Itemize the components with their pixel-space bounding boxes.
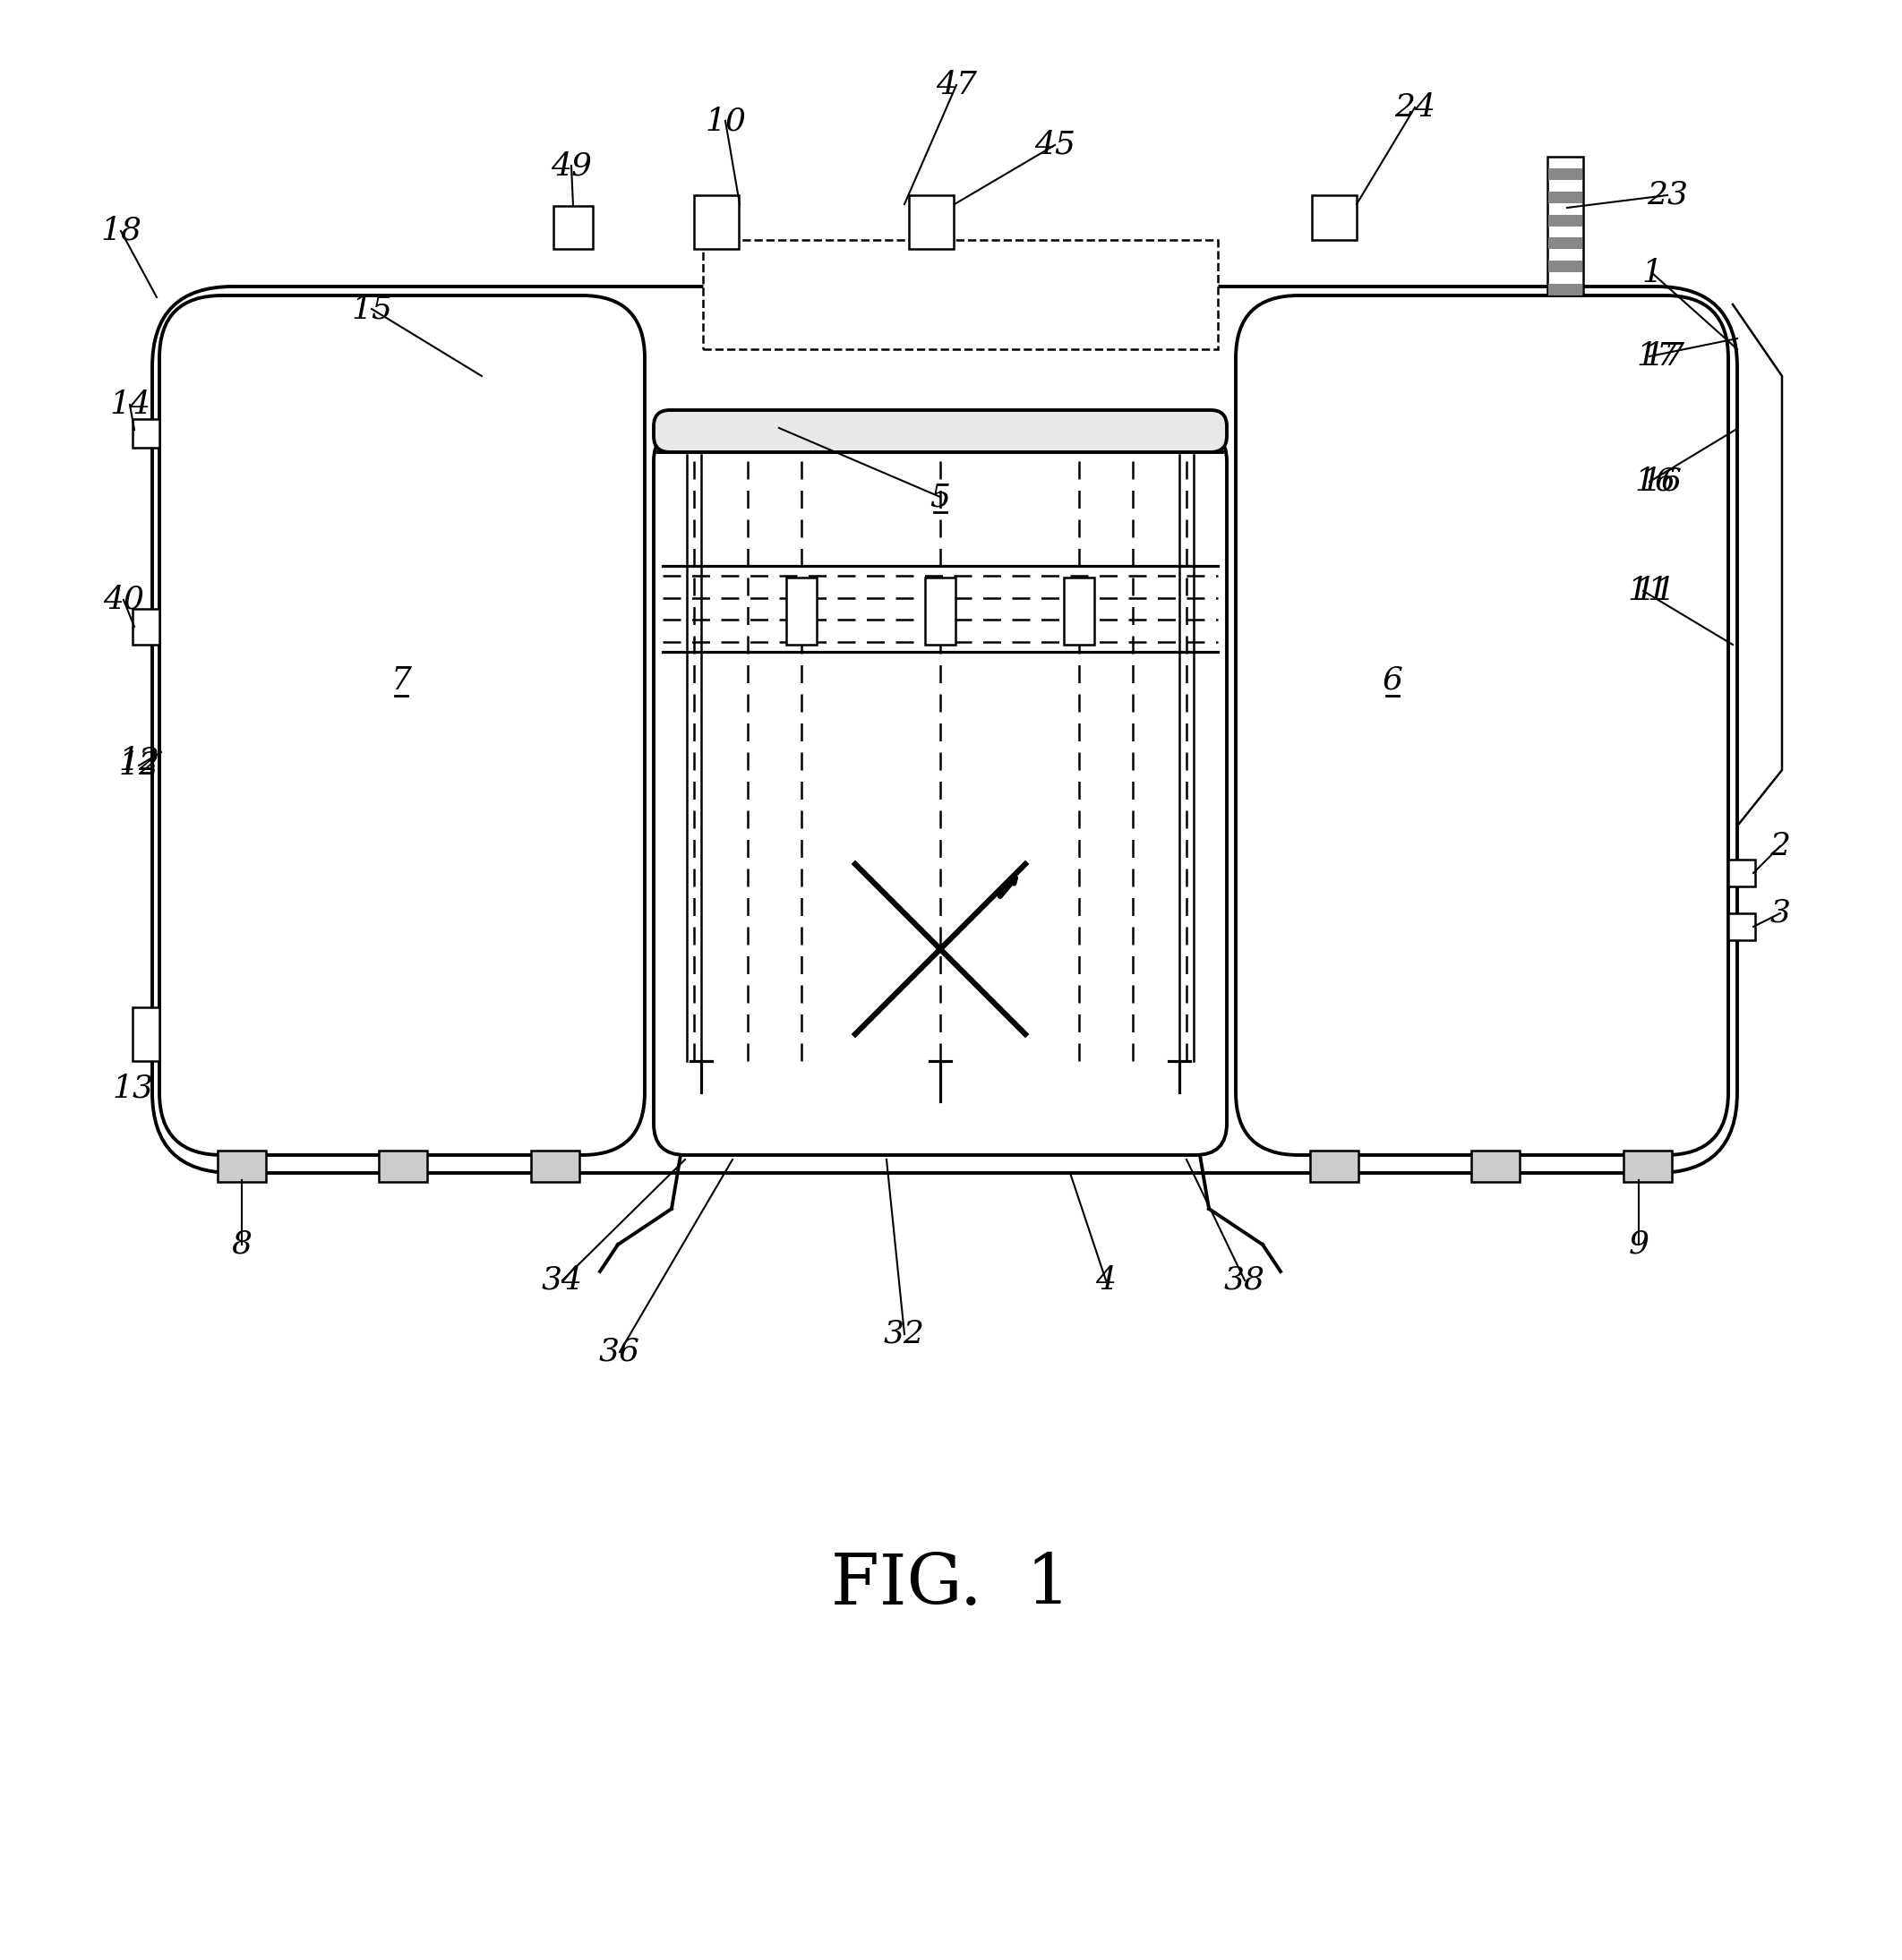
Bar (786, 578, 816, 645)
Text: FIG.  1: FIG. 1 (831, 1550, 1071, 1619)
Bar (1548, 214, 1582, 225)
Bar (1624, 1151, 1672, 1182)
Text: 18: 18 (101, 216, 141, 247)
Bar (378, 1151, 428, 1182)
Bar (1063, 578, 1094, 645)
Bar (133, 1007, 160, 1060)
Text: 11: 11 (1626, 576, 1668, 606)
Bar (217, 1151, 266, 1182)
Bar (133, 419, 160, 447)
Bar (1472, 1151, 1520, 1182)
Text: 23: 23 (1647, 180, 1687, 210)
Bar (1310, 1151, 1358, 1182)
FancyBboxPatch shape (152, 286, 1737, 1172)
Bar (1548, 237, 1582, 249)
FancyBboxPatch shape (160, 296, 645, 1154)
Text: 14: 14 (108, 390, 150, 419)
Text: 7: 7 (392, 664, 411, 696)
Text: 11: 11 (1634, 576, 1676, 606)
Text: 32: 32 (884, 1319, 924, 1348)
Text: 17: 17 (1643, 341, 1685, 372)
Bar (924, 578, 955, 645)
Text: 47: 47 (936, 71, 978, 100)
Text: 34: 34 (542, 1266, 582, 1296)
Bar (1729, 860, 1756, 886)
Text: 3: 3 (1771, 898, 1790, 929)
Text: 24: 24 (1394, 92, 1436, 123)
Bar (1729, 913, 1756, 941)
Text: 38: 38 (1225, 1266, 1265, 1296)
Bar (133, 610, 160, 645)
Bar (1548, 157, 1582, 296)
Text: 16: 16 (1641, 466, 1681, 498)
Text: 10: 10 (706, 106, 746, 135)
Text: 36: 36 (599, 1337, 641, 1368)
Text: 13: 13 (112, 1072, 154, 1103)
Bar (531, 1151, 580, 1182)
Bar (1548, 169, 1582, 180)
Text: 49: 49 (552, 151, 592, 180)
Text: 8: 8 (232, 1229, 253, 1260)
Text: 12: 12 (118, 751, 160, 780)
Bar (1548, 284, 1582, 296)
Bar (553, 206, 593, 249)
Text: 12: 12 (118, 747, 160, 776)
Bar (694, 196, 738, 249)
Text: 5: 5 (930, 482, 951, 512)
Bar (704, 239, 1217, 349)
Text: 15: 15 (352, 294, 392, 323)
Bar (1312, 196, 1356, 239)
FancyBboxPatch shape (654, 410, 1227, 453)
Text: 4: 4 (1096, 1266, 1116, 1296)
Text: 16: 16 (1634, 466, 1676, 498)
Bar (1548, 261, 1582, 272)
Text: 9: 9 (1628, 1229, 1649, 1260)
Bar (909, 196, 953, 249)
Text: 6: 6 (1383, 664, 1404, 696)
Text: 45: 45 (1035, 129, 1075, 161)
FancyBboxPatch shape (654, 429, 1227, 1154)
Text: 2: 2 (1771, 831, 1790, 860)
Text: 1: 1 (1641, 259, 1662, 288)
Text: 40: 40 (103, 584, 145, 615)
Text: 17: 17 (1636, 341, 1678, 372)
FancyBboxPatch shape (1236, 296, 1729, 1154)
Bar (1548, 192, 1582, 204)
